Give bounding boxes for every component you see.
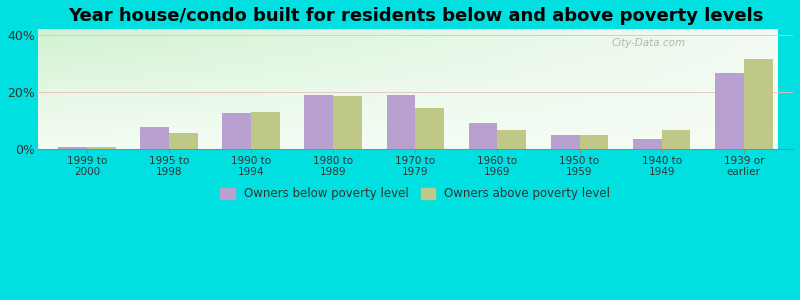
Bar — [715, 74, 744, 149]
Bar — [551, 135, 579, 149]
Bar — [415, 108, 444, 149]
Bar — [169, 133, 198, 149]
Bar — [334, 96, 362, 149]
Bar — [87, 147, 116, 149]
Bar — [633, 139, 662, 149]
Bar — [140, 128, 169, 149]
Bar — [251, 112, 280, 149]
Bar — [579, 135, 608, 149]
Bar — [744, 59, 773, 149]
Bar — [386, 95, 415, 149]
Legend: Owners below poverty level, Owners above poverty level: Owners below poverty level, Owners above… — [216, 183, 615, 205]
Bar — [662, 130, 690, 149]
Text: City-Data.com: City-Data.com — [612, 38, 686, 48]
Title: Year house/condo built for residents below and above poverty levels: Year house/condo built for residents bel… — [68, 7, 763, 25]
Bar — [222, 113, 251, 149]
Bar — [58, 147, 87, 149]
Bar — [498, 130, 526, 149]
Bar — [469, 123, 498, 149]
Bar — [305, 95, 334, 149]
